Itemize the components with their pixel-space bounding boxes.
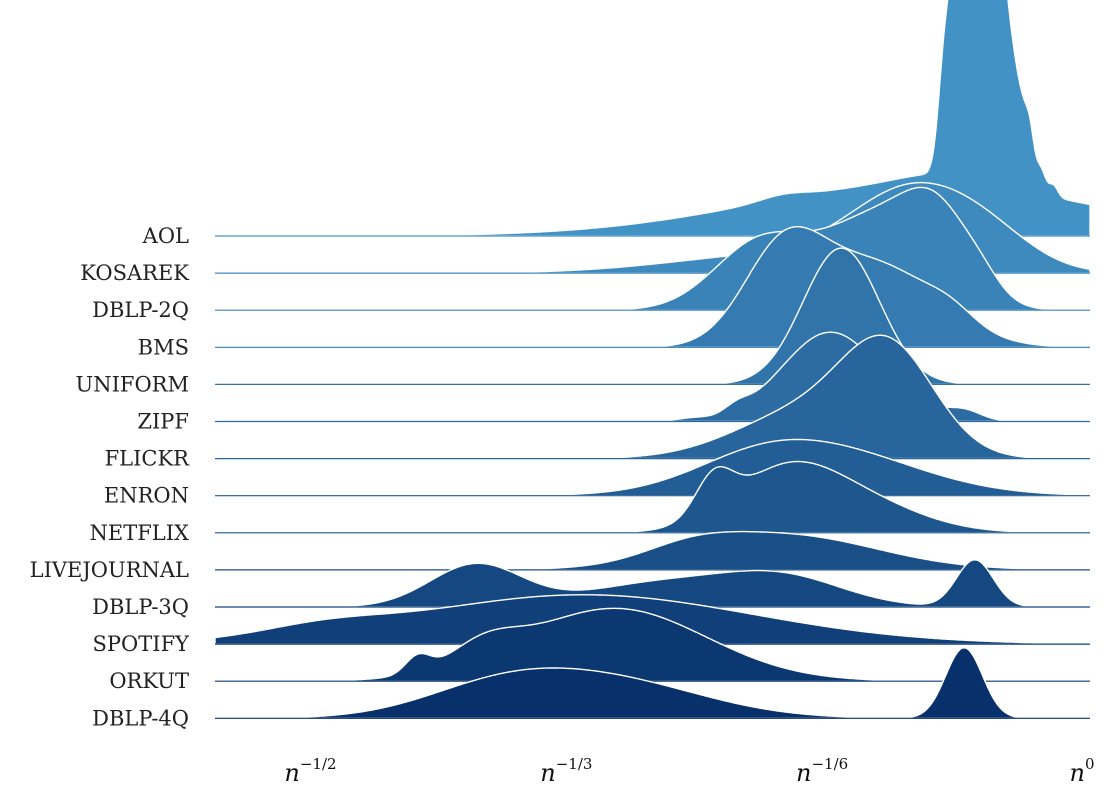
row-label-uniform: UNIFORM	[76, 372, 189, 396]
ridge-flickr	[214, 334, 1091, 460]
row-label-dblp-3q: DBLP-3Q	[92, 595, 189, 619]
row-label-bms: BMS	[138, 335, 189, 359]
row-label-dblp-2q: DBLP-2Q	[92, 298, 189, 322]
row-label-netflix: NETFLIX	[90, 521, 190, 545]
ridge-dblp-3q	[214, 559, 1091, 608]
row-label-spotify: SPOTIFY	[93, 632, 191, 656]
ridge-netflix	[214, 460, 1091, 534]
row-label-flickr: FLICKR	[105, 447, 191, 471]
x-tick-label: n0	[1069, 755, 1094, 787]
row-label-aol: AOL	[142, 224, 189, 248]
ridge-dblp-4q	[214, 647, 1091, 719]
row-label-livejournal: LIVEJOURNAL	[30, 558, 189, 582]
row-label-enron: ENRON	[104, 484, 189, 508]
x-tick-label: n−1/6	[796, 755, 848, 787]
row-label-dblp-4q: DBLP-4Q	[92, 706, 189, 730]
ridge-livejournal	[214, 530, 1091, 571]
ridges	[214, 0, 1091, 719]
row-label-kosarek: KOSAREK	[80, 261, 189, 285]
row-label-orkut: ORKUT	[109, 669, 189, 693]
x-tick-label: n−1/2	[284, 755, 336, 787]
x-tick-label: n−1/3	[540, 755, 592, 787]
row-label-zipf: ZIPF	[137, 410, 189, 434]
